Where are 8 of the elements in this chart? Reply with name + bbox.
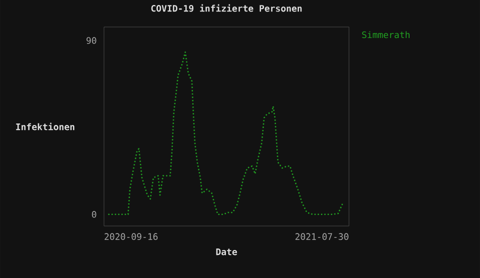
x-tick-label: 2020-09-16 [104,233,158,240]
x-tick-label: 2021-07-30 [295,233,348,240]
text: Simmerath [362,31,410,38]
y-tick-label: 90 [86,37,96,44]
y-axis-title: Infektionen [16,122,74,130]
x-axis-title: Date [216,248,237,256]
y-tick-label: 0 [92,210,96,218]
chart-title: COVID-19 infizierte Personen [151,4,302,12]
